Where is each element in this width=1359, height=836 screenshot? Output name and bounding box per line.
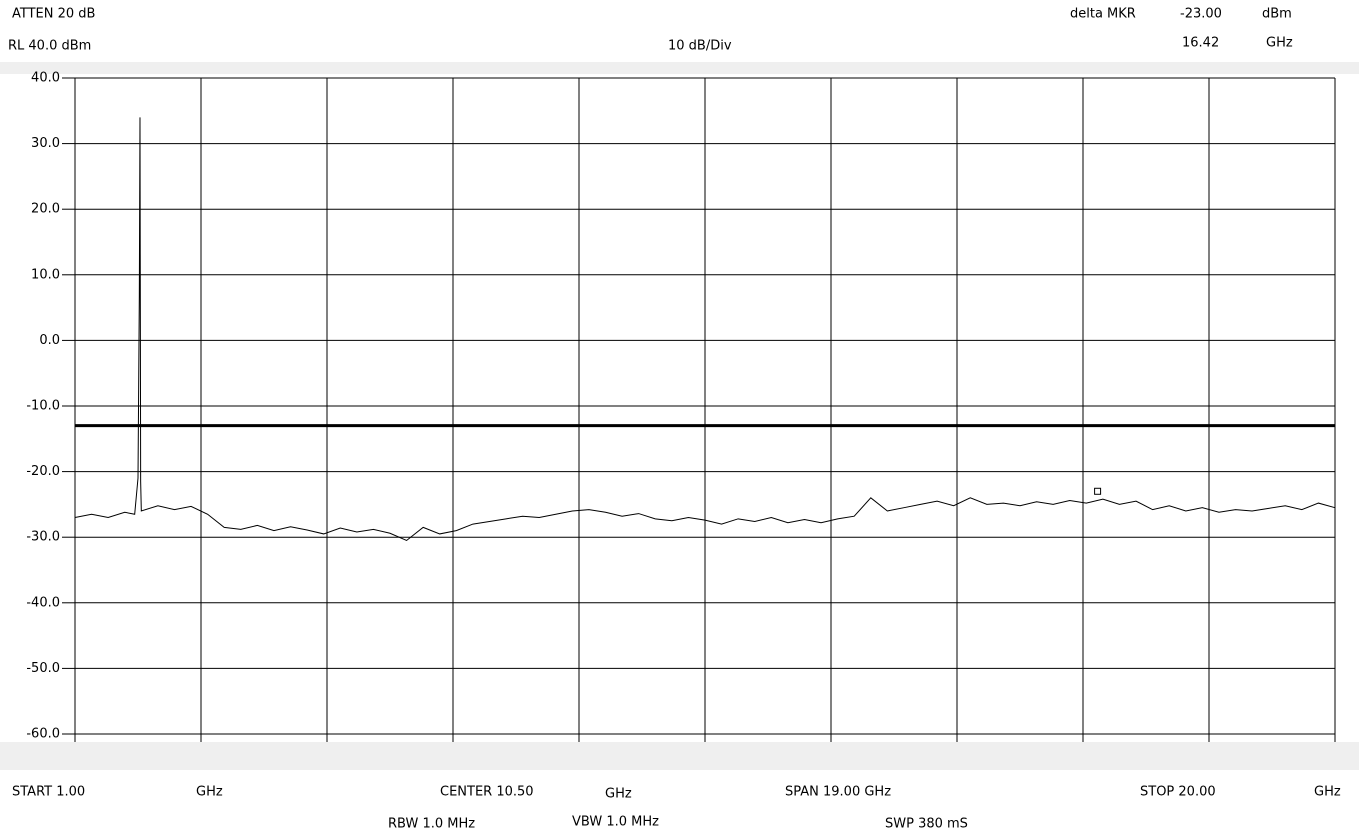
marker-title: delta MKR	[1070, 7, 1136, 22]
scale: 10 dB/Div	[668, 39, 732, 54]
vbw: VBW 1.0 MHz	[572, 815, 659, 830]
trace	[74, 117, 1336, 542]
marker-y-unit: dBm	[1262, 7, 1292, 22]
marker-y: -23.00	[1180, 7, 1222, 22]
y-tick-label: 40.0	[31, 71, 60, 86]
center-unit: GHz	[605, 787, 632, 802]
y-tick-label: 20.0	[31, 202, 60, 217]
sweep: SWP 380 mS	[885, 817, 968, 832]
center: CENTER 10.50	[440, 785, 534, 800]
marker-x-unit: GHz	[1266, 36, 1293, 51]
y-tick-label: -20.0	[26, 464, 60, 479]
y-tick-label: -10.0	[26, 399, 60, 414]
ref-level: RL 40.0 dBm	[8, 39, 91, 54]
frame-band	[0, 62, 1359, 74]
atten: ATTEN 20 dB	[12, 7, 95, 22]
start-unit: GHz	[196, 785, 223, 800]
y-tick-label: 0.0	[39, 333, 60, 348]
y-tick-label: -50.0	[26, 661, 60, 676]
y-tick-label: 30.0	[31, 136, 60, 151]
start: START 1.00	[12, 785, 85, 800]
marker-x: 16.42	[1182, 36, 1219, 51]
stop: STOP 20.00	[1140, 785, 1216, 800]
frame-band	[0, 742, 1359, 770]
span: SPAN 19.00 GHz	[785, 785, 891, 800]
y-tick-label: -40.0	[26, 595, 60, 610]
marker	[1094, 487, 1102, 495]
rbw: RBW 1.0 MHz	[388, 817, 475, 832]
y-tick-label: -60.0	[26, 727, 60, 742]
y-tick-label: -30.0	[26, 530, 60, 545]
stop-unit: GHz	[1314, 785, 1341, 800]
y-tick-label: 10.0	[31, 267, 60, 282]
